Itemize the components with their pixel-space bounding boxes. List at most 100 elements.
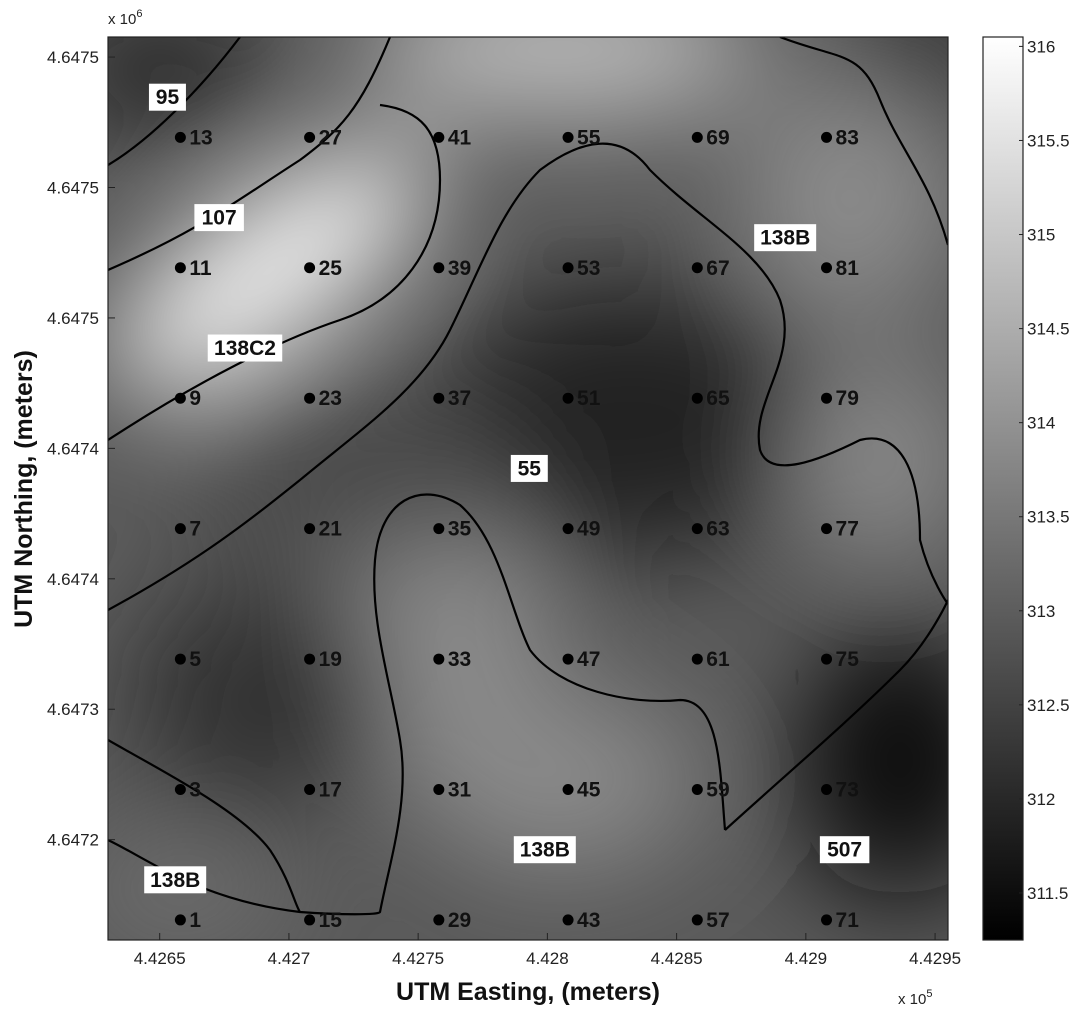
contour-lines [108, 37, 948, 916]
colorbar-ticks: 311.5 312 312.5 313 313.5 314 314.5 315 315.5 316 [1019, 37, 1070, 903]
sample-point-label: 23 [319, 387, 342, 410]
y-exponent: x 106 [108, 8, 142, 28]
sample-point-label: 69 [706, 126, 729, 149]
y-axis-ticks: 4.6472 4.6473 4.6474 4.6474 4.6475 4.6475 4.64… [47, 48, 115, 850]
sample-point-label: 55 [577, 126, 601, 149]
colorbar-tick-label: 315.5 [1027, 131, 1070, 150]
sample-point [174, 262, 186, 274]
colorbar-tick-label: 313 [1027, 602, 1055, 621]
region-label: 138B [760, 227, 810, 250]
colorbar-tick-label: 314 [1027, 414, 1055, 433]
y-exponent-power: 6 [136, 8, 142, 20]
region-label-box [148, 83, 186, 111]
region-label: 138C2 [214, 337, 276, 360]
region-label-box [144, 866, 207, 894]
heatmap-field [108, 37, 948, 940]
sample-point [562, 392, 574, 404]
sample-point [821, 914, 833, 926]
sample-point-label: 65 [706, 387, 730, 410]
sample-point-label: 37 [448, 387, 471, 410]
sample-point-label: 7 [189, 518, 201, 541]
region-label-box [510, 454, 548, 482]
sample-point-label: 13 [189, 126, 212, 149]
sample-point-label: 67 [706, 257, 729, 280]
sample-point [562, 262, 574, 274]
y-tick-label: 4.6474 [47, 570, 99, 589]
sample-point [304, 131, 316, 143]
sample-point-label: 29 [448, 909, 471, 932]
sample-point [174, 653, 186, 665]
sample-point-label: 39 [448, 257, 471, 280]
sample-point-label: 83 [836, 126, 859, 149]
region-label: 138B [520, 839, 570, 862]
sample-point [433, 784, 445, 795]
sample-point-label: 35 [448, 518, 472, 541]
sample-point-label: 59 [706, 779, 729, 802]
svg-text:x 106: x 106 [108, 8, 142, 28]
sample-point [691, 653, 703, 665]
sample-point [174, 392, 186, 404]
colorbar-tick-label: 312 [1027, 790, 1055, 809]
sample-point-label: 17 [319, 779, 342, 802]
sample-point-label: 21 [319, 518, 343, 541]
sample-point [821, 653, 833, 665]
sample-point [304, 653, 316, 665]
sample-point-label: 41 [448, 126, 472, 149]
x-axis-label: UTM Easting, (meters) [396, 978, 660, 1006]
sample-point-label: 71 [836, 909, 860, 932]
sample-point-label: 45 [577, 779, 601, 802]
sample-point [691, 392, 703, 404]
sample-point [433, 131, 445, 143]
sample-point [562, 131, 574, 143]
x-tick-label: 4.428 [526, 949, 569, 968]
sample-point-label: 75 [836, 648, 860, 671]
region-label-box [513, 836, 576, 864]
colorbar-tick-label: 315 [1027, 226, 1055, 245]
sample-point-label: 51 [577, 387, 601, 410]
x-exponent: x 105 [898, 988, 932, 1008]
sample-point-label: 79 [836, 387, 859, 410]
colorbar [982, 36, 1024, 941]
y-axis-label: UTM Northing, (meters) [10, 350, 38, 628]
sample-point [821, 784, 833, 795]
y-tick-label: 4.6473 [47, 700, 99, 719]
sample-point-label: 27 [319, 126, 342, 149]
sample-point [433, 392, 445, 404]
sample-point [691, 523, 703, 535]
colorbar-tick-label: 314.5 [1027, 320, 1070, 339]
sample-point [691, 914, 703, 926]
region-label-box [207, 334, 283, 362]
sample-point-label: 9 [189, 387, 201, 410]
sample-point-label: 25 [319, 257, 343, 280]
sample-point-label: 57 [706, 909, 729, 932]
sample-point [691, 262, 703, 274]
sample-point [821, 392, 833, 404]
sample-point [174, 784, 186, 795]
region-label: 55 [518, 457, 542, 480]
sample-point [562, 914, 574, 926]
x-tick-label: 4.4285 [651, 949, 703, 968]
svg-text:x 105: x 105 [898, 988, 932, 1008]
sample-point-label: 47 [577, 648, 600, 671]
region-label-box [194, 204, 244, 232]
sample-point-label: 53 [577, 257, 600, 280]
sample-point [304, 392, 316, 404]
x-exponent-base: x 10 [898, 991, 926, 1008]
colorbar-tick-label: 311.5 [1027, 884, 1068, 903]
sample-point-label: 43 [577, 909, 600, 932]
sample-point-label: 61 [706, 648, 730, 671]
sample-point [821, 131, 833, 143]
sample-point [433, 262, 445, 274]
sample-point [562, 523, 574, 535]
x-tick-label: 4.429 [785, 949, 828, 968]
region-label: 138B [150, 869, 200, 892]
x-tick-label: 4.427 [268, 949, 311, 968]
colorbar-tick-label: 316 [1027, 37, 1055, 56]
sample-point-label: 1 [189, 909, 201, 932]
sample-point-label: 81 [836, 257, 860, 280]
sample-point-label: 15 [319, 909, 343, 932]
sample-points: 1357911131517192123252729313335373941434… [174, 126, 860, 932]
sample-point [304, 784, 316, 795]
